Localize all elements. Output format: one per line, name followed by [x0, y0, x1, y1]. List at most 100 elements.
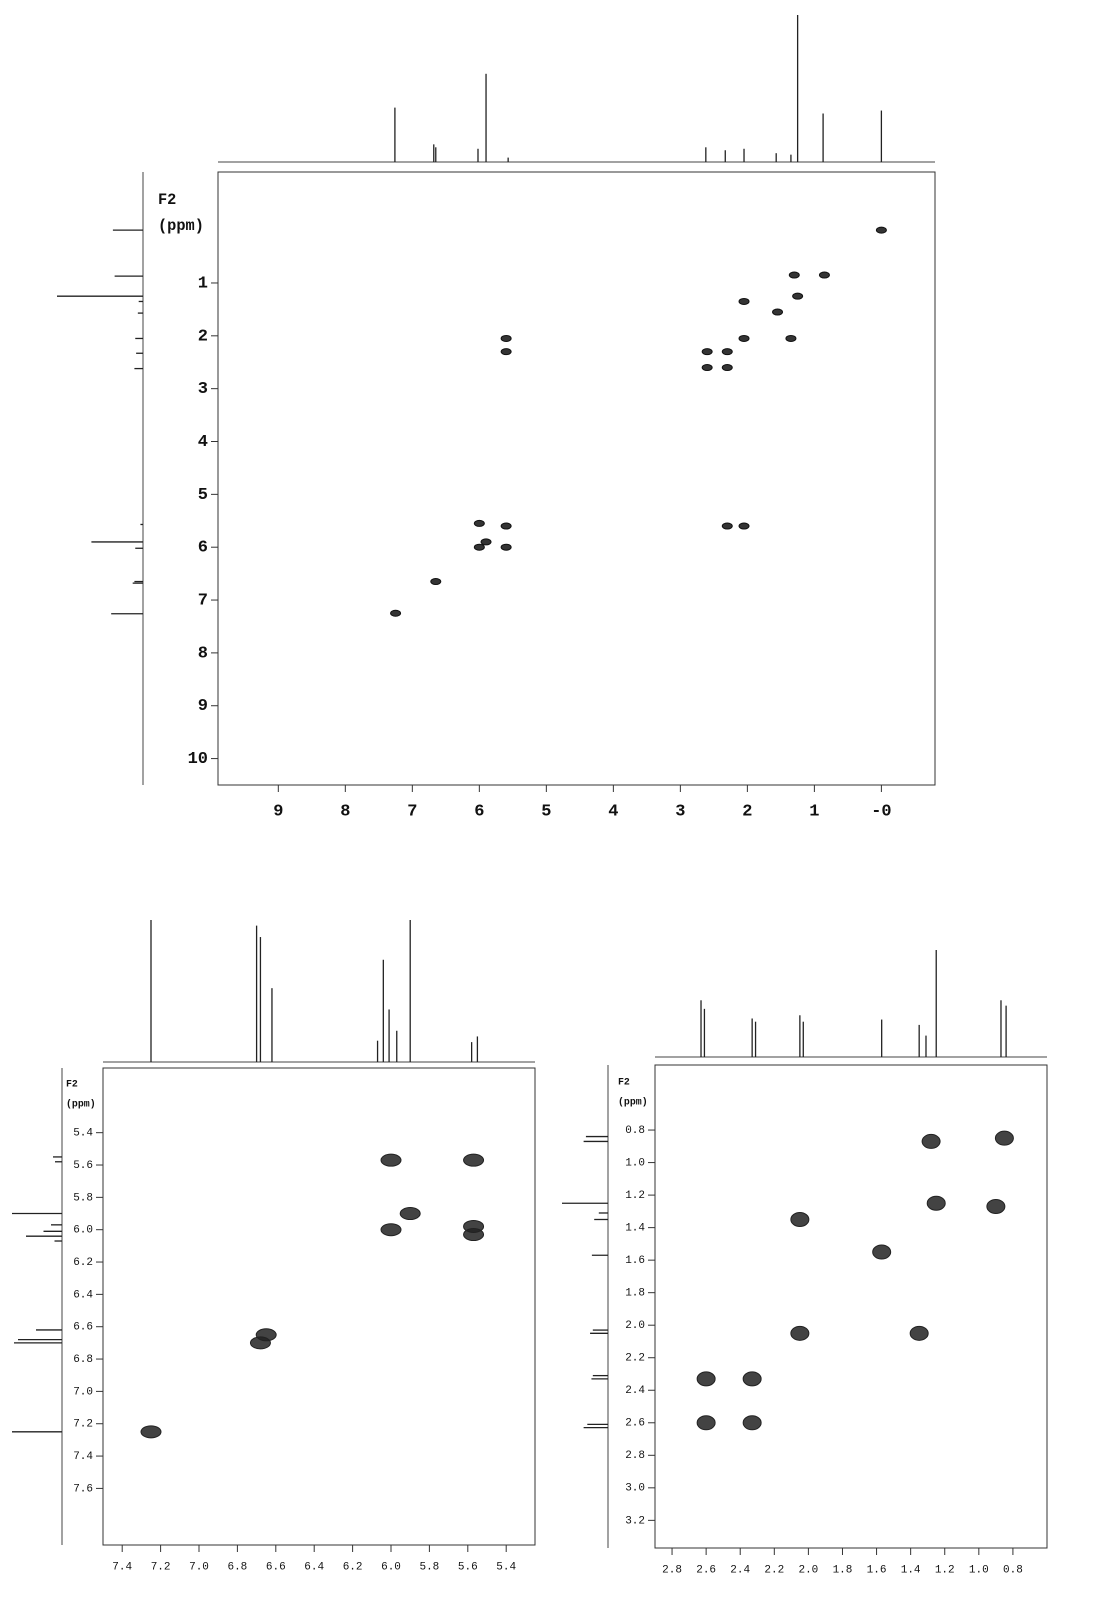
x-tick-label: 6.4	[304, 1562, 324, 1574]
x-tick-label: 2	[742, 802, 752, 821]
x-tick-label: 1.6	[867, 1565, 887, 1577]
x-tick-label: 2.4	[730, 1565, 750, 1577]
x-tick-label: 7.2	[151, 1562, 171, 1574]
y-tick-label: 10	[188, 750, 208, 769]
x-tick-label: 1	[809, 802, 819, 821]
cross-peak	[926, 1195, 946, 1211]
cross-peak	[249, 1336, 271, 1350]
y-tick-label: 0.8	[625, 1125, 645, 1137]
x-tick-label: 1.2	[935, 1565, 955, 1577]
x-tick-label: 6.0	[381, 1562, 401, 1574]
y-tick-label: 7.0	[73, 1386, 93, 1398]
x-tick-label: 7.0	[189, 1562, 209, 1574]
cross-peak	[380, 1153, 402, 1167]
y-axis-label: F2	[158, 191, 176, 209]
y-tick-label: 3.2	[625, 1515, 645, 1527]
y-tick-label: 2.4	[625, 1385, 645, 1397]
cross-peak	[788, 271, 800, 279]
cross-peak	[473, 543, 485, 551]
cross-peak	[742, 1415, 762, 1431]
x-tick-label: 0.8	[1003, 1565, 1023, 1577]
cross-peak	[701, 348, 713, 356]
x-tick-label: 3	[675, 802, 685, 821]
cross-peak	[500, 348, 512, 356]
cross-peak	[994, 1130, 1014, 1146]
cross-peak	[738, 334, 750, 342]
cross-peak	[721, 364, 733, 372]
x-tick-label: 7.4	[112, 1562, 132, 1574]
x-tick-label: -0	[871, 802, 891, 821]
plot-frame	[654, 1064, 1048, 1549]
plot-frame	[102, 1067, 536, 1546]
y-tick-label: 7	[198, 592, 208, 611]
y-tick-label: 2.8	[625, 1450, 645, 1462]
y-tick-label: 8	[198, 644, 208, 663]
x-tick-label: 1.8	[833, 1565, 853, 1577]
y-tick-label: 1.4	[625, 1223, 645, 1235]
cross-peak	[500, 522, 512, 530]
y-tick-label: 1.8	[625, 1288, 645, 1300]
y-tick-label: 5.6	[73, 1160, 93, 1172]
cross-peak	[430, 578, 442, 586]
y-axis-label: F2	[66, 1079, 78, 1090]
x-tick-label: 6	[474, 802, 484, 821]
y-tick-label: 3.0	[625, 1483, 645, 1495]
y-axis-unit: (ppm)	[66, 1099, 96, 1110]
y-tick-label: 7.2	[73, 1419, 93, 1431]
cross-peak	[390, 609, 402, 617]
cross-peak	[818, 271, 830, 279]
x-tick-label: 2.2	[764, 1565, 784, 1577]
y-tick-label: 1.2	[625, 1190, 645, 1202]
cross-peak	[473, 519, 485, 527]
x-tick-label: 2.0	[798, 1565, 818, 1577]
cross-peak	[399, 1207, 421, 1221]
x-tick-label: 9	[273, 802, 283, 821]
y-axis-unit: (ppm)	[158, 217, 204, 235]
cross-peak	[738, 522, 750, 530]
cross-peak	[785, 334, 797, 342]
cross-peak	[480, 538, 492, 546]
y-tick-label: 1	[198, 274, 208, 293]
cross-peak	[792, 292, 804, 300]
cross-peak	[986, 1198, 1006, 1214]
y-axis-unit: (ppm)	[618, 1097, 648, 1108]
y-tick-label: 4	[198, 433, 208, 452]
x-tick-label: 2.8	[662, 1565, 682, 1577]
y-tick-label: 6.0	[73, 1225, 93, 1237]
cross-peak	[696, 1371, 716, 1387]
cross-peak	[721, 348, 733, 356]
y-tick-label: 5.8	[73, 1192, 93, 1204]
y-tick-label: 3	[198, 380, 208, 399]
y-tick-label: 2.6	[625, 1418, 645, 1430]
cross-peak	[701, 364, 713, 372]
x-tick-label: 1.4	[901, 1565, 921, 1577]
y-tick-label: 2.2	[625, 1353, 645, 1365]
y-tick-label: 6.4	[73, 1289, 93, 1301]
cross-peak	[140, 1425, 162, 1439]
y-tick-label: 7.6	[73, 1483, 93, 1495]
y-tick-label: 1.6	[625, 1255, 645, 1267]
cross-peak	[790, 1211, 810, 1227]
x-tick-label: 6.2	[343, 1562, 363, 1574]
y-tick-label: 2.0	[625, 1320, 645, 1332]
cross-peak	[742, 1371, 762, 1387]
x-tick-label: 4	[608, 802, 618, 821]
cross-peak	[463, 1228, 485, 1242]
cross-peak	[921, 1133, 941, 1149]
y-tick-label: 5	[198, 486, 208, 505]
y-axis-label: F2	[618, 1077, 630, 1088]
y-tick-label: 6.2	[73, 1257, 93, 1269]
x-tick-label: 6.8	[227, 1562, 247, 1574]
cross-peak	[463, 1153, 485, 1167]
y-tick-label: 2	[198, 327, 208, 346]
cross-peak	[696, 1415, 716, 1431]
cross-peak	[738, 297, 750, 305]
y-tick-label: 5.4	[73, 1128, 93, 1140]
x-tick-label: 5	[541, 802, 551, 821]
cross-peak	[721, 522, 733, 530]
cross-peak	[380, 1223, 402, 1237]
y-tick-label: 6.6	[73, 1322, 93, 1334]
x-tick-label: 2.6	[696, 1565, 716, 1577]
x-tick-label: 6.6	[266, 1562, 286, 1574]
